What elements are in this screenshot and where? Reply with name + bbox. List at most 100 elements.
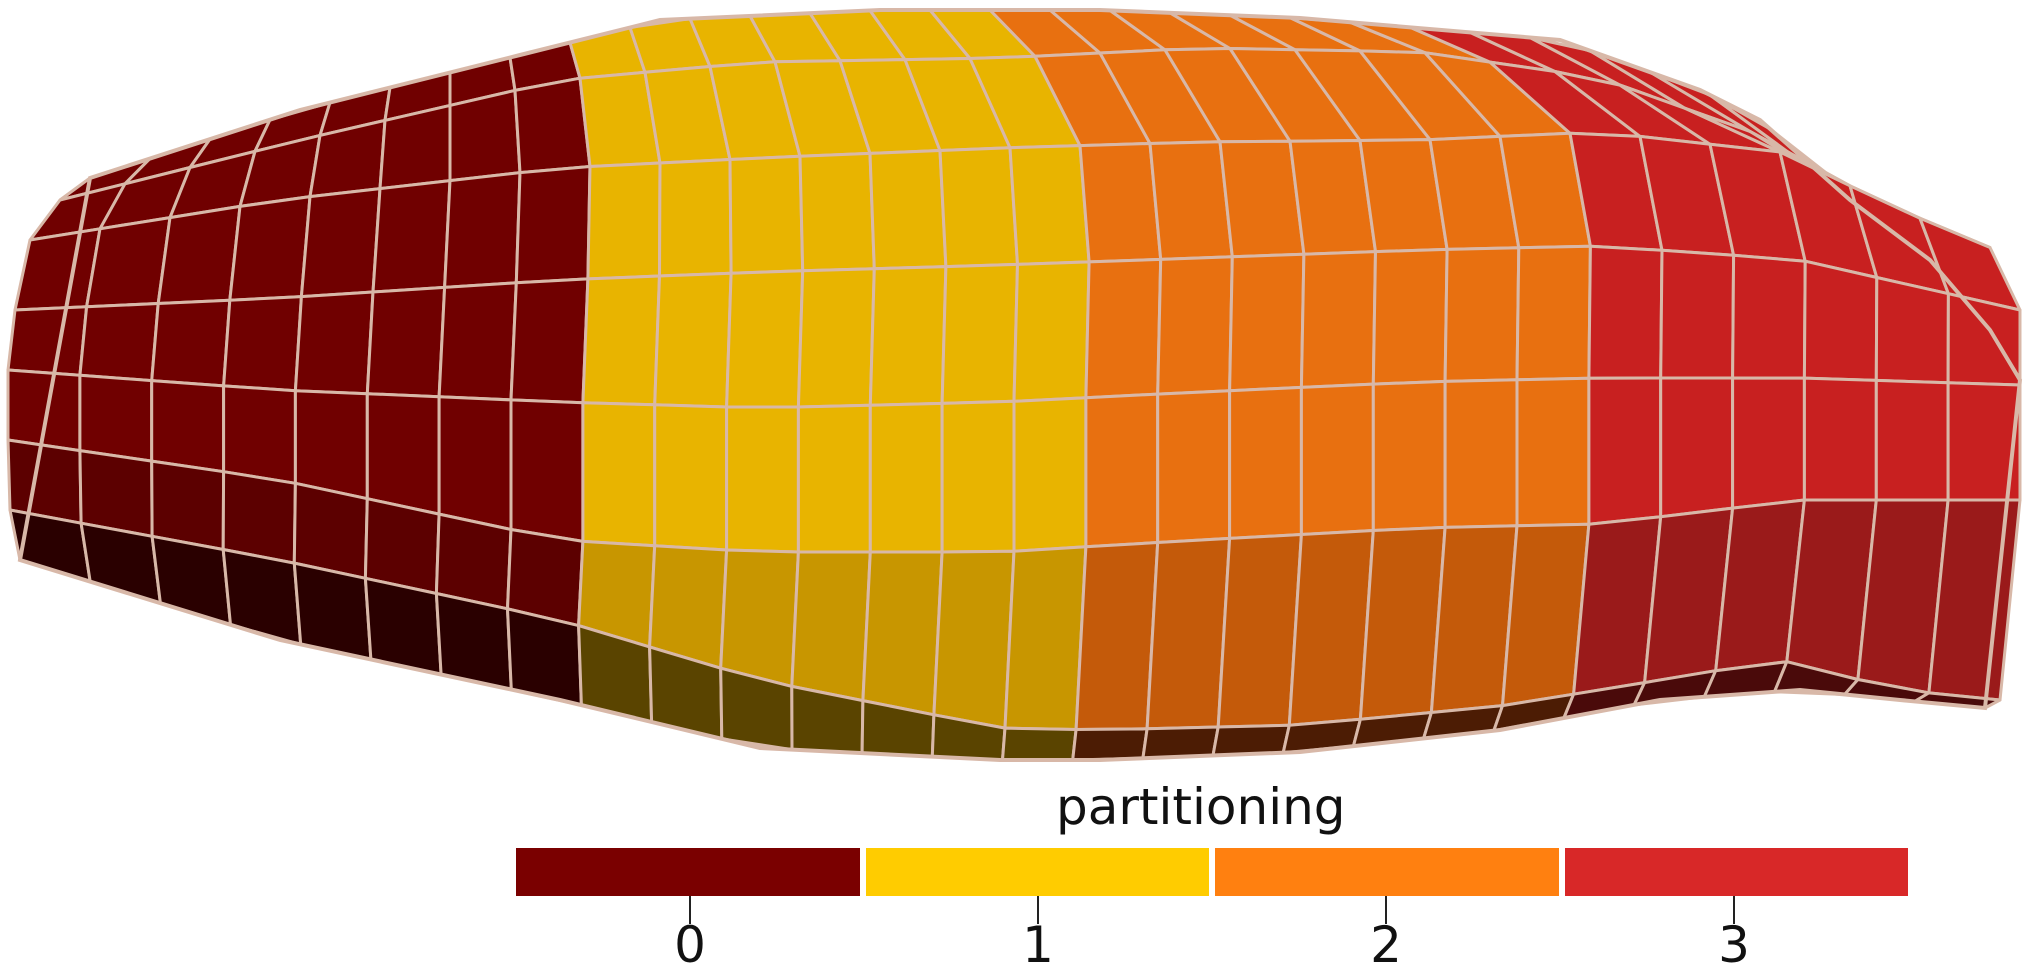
mesh-cell-partition-0 [378, 103, 452, 191]
legend-tick-label: 0 [674, 916, 706, 974]
mesh-cell-partition-1 [719, 548, 800, 688]
mesh-cell-partition-2 [1371, 247, 1449, 386]
legend-tick-label: 2 [1370, 916, 1402, 974]
mesh-cell-partition-0 [222, 384, 297, 485]
mesh-cell-partition-1 [1001, 726, 1078, 762]
mesh-cell-partition-0 [437, 395, 513, 531]
mesh-cell-partition-1 [1012, 260, 1091, 403]
mesh-cell-partition-2 [1141, 725, 1220, 760]
mesh-cell-partition-2 [1216, 533, 1303, 729]
mesh-cell-partition-1 [796, 403, 872, 554]
mesh-cell-partition-0 [293, 389, 369, 501]
mesh-cell-partition-0 [509, 398, 585, 543]
mesh-cell-partition-2 [1148, 140, 1234, 261]
mesh-cell-partition-2 [1078, 142, 1163, 264]
mesh-cell-partition-0 [78, 373, 154, 463]
mesh-cell-partition-0 [6, 305, 89, 377]
legend-swatch-3 [1564, 848, 1908, 896]
mesh-cell-partition-1 [938, 146, 1019, 269]
mesh-cell-partition-1 [861, 550, 944, 717]
mesh-cell-partition-0 [293, 290, 375, 396]
mesh-cell-partition-2 [1156, 255, 1234, 396]
mesh-cell-partition-1 [653, 403, 729, 552]
mesh-cell-partition-0 [514, 165, 592, 285]
legend-tick-label: 3 [1718, 916, 1750, 974]
mesh-cell-partition-0 [299, 187, 382, 299]
mesh-edges [17, 8, 2023, 762]
legend-swatch-2 [1215, 848, 1565, 896]
mesh-cell-partition-0 [365, 392, 441, 516]
mesh-cell-partition-0 [443, 171, 522, 289]
mesh-outline [17, 8, 2023, 762]
mesh-cell-partition-3 [1874, 378, 1950, 502]
legend-tick [1733, 896, 1735, 924]
mesh-cell-partition-3 [1659, 248, 1736, 380]
mesh-cell-partition-1 [725, 269, 805, 409]
mesh-cell-partition-2 [1084, 257, 1163, 400]
mesh-cell-partition-3 [1731, 376, 1806, 510]
mesh-cell-partition-2 [1515, 376, 1591, 528]
mesh-cell-partition-1 [790, 550, 872, 703]
mesh-cell-partition-2 [1371, 379, 1447, 532]
legend-title: partitioning [1056, 778, 1346, 836]
legend-tick-label: 1 [1022, 916, 1054, 974]
mesh-cell-partition-0 [448, 88, 522, 183]
mesh-cell-partition-0 [509, 277, 590, 405]
mesh-cell-partition-0 [371, 179, 452, 294]
mesh-cell-partition-3 [1587, 244, 1664, 380]
mesh-cell-partition-2 [1443, 246, 1521, 383]
legend-tick [1385, 896, 1387, 924]
mesh-cell-partition-0 [150, 298, 232, 388]
mesh-cell-partition-1 [868, 265, 948, 407]
mesh-cell-partition-1 [1003, 545, 1088, 731]
mesh-cell-partition-0 [228, 195, 312, 302]
legend-tick [689, 896, 691, 924]
legend-swatch-0 [516, 848, 866, 896]
mesh-cell-partition-0 [222, 295, 303, 393]
mesh-cell-partition-0 [85, 216, 172, 309]
mesh-cell-partition-0 [78, 302, 160, 383]
mesh-cell-partition-1 [796, 267, 876, 409]
mesh-cell-partition-2 [1515, 244, 1592, 382]
mesh-cell-partition-1 [940, 262, 1019, 405]
mesh-cell-partition-3 [1587, 376, 1663, 526]
mesh-cell-partition-0 [78, 449, 154, 538]
mesh-cell-partition-0 [150, 379, 226, 474]
mesh-cell-partition-1 [932, 549, 1016, 730]
mesh-cell-partition-2 [1228, 385, 1303, 540]
mesh-cell-partition-3 [1659, 376, 1735, 519]
mesh-cell-partition-2 [1228, 252, 1306, 393]
mesh-cell-partition-1 [658, 158, 733, 278]
mesh-faces [6, 8, 2022, 762]
mesh-cell-partition-2 [1299, 382, 1375, 536]
mesh-cell-partition-1 [586, 161, 662, 281]
mesh-cell-partition-1 [725, 405, 800, 554]
mesh-cell-partition-0 [513, 76, 592, 175]
mesh-cell-partition-1 [581, 274, 661, 407]
mesh-cell-partition-2 [1156, 389, 1232, 544]
mesh-cell-partition-3 [1731, 253, 1807, 380]
mesh-cell-partition-1 [653, 271, 733, 409]
mesh-cell-partition-3 [1802, 259, 1879, 382]
mesh-cell-partition-0 [150, 459, 226, 551]
mesh-cell-partition-2 [1443, 378, 1519, 529]
mesh-cell-partition-3 [1802, 376, 1878, 502]
mesh-cell-partition-3 [1946, 292, 2022, 387]
mesh-cell-partition-3 [1874, 276, 1950, 385]
mesh-cell-partition-1 [940, 399, 1016, 554]
mesh-cell-partition-0 [221, 470, 297, 565]
mesh-cell-partition-1 [868, 149, 948, 271]
mesh-cell-partition-2 [1074, 541, 1160, 731]
mesh-cell-partition-2 [1071, 727, 1149, 762]
mesh-cell-partition-2 [1299, 250, 1377, 389]
mesh-cell-partition-1 [728, 154, 805, 275]
mesh-cell-partition-1 [1012, 396, 1088, 553]
mesh-cell-partition-0 [365, 285, 447, 399]
mesh-cell-partition-1 [868, 401, 944, 554]
mesh-cell-partition-0 [156, 204, 242, 305]
mesh-cell-partition-1 [581, 401, 657, 548]
legend-swatch-1 [865, 848, 1215, 896]
color-legend-bar [516, 848, 1908, 896]
mesh-cell-partition-0 [221, 548, 303, 646]
